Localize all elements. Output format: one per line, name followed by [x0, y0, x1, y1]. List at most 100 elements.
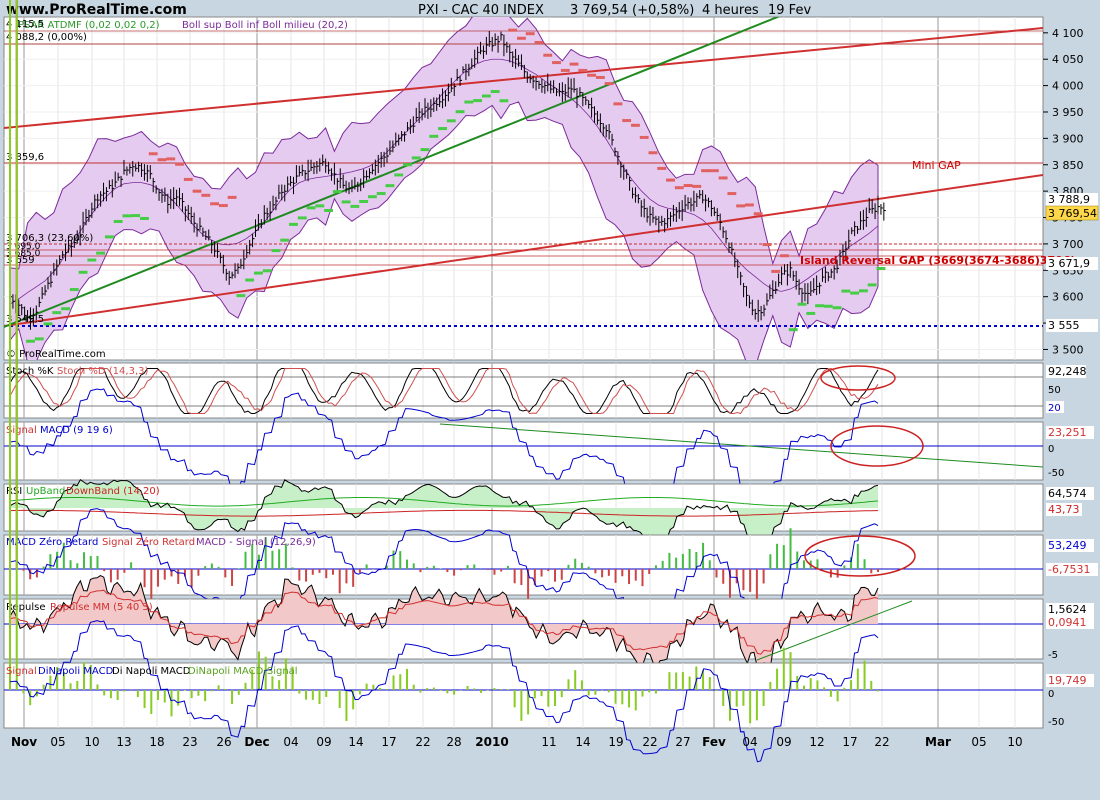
psar-dot — [113, 219, 117, 223]
psar-dot — [692, 184, 696, 188]
psar-dot — [847, 289, 851, 293]
macdzr-legend-a: MACD Zéro Retard — [6, 536, 98, 548]
psar-dot — [721, 176, 725, 180]
psar-dot — [140, 216, 144, 220]
psar-dot — [812, 311, 816, 315]
psar-dot — [534, 40, 538, 44]
legend-psar: PSAR ATDMF (0,02 0,02 0,2) — [18, 20, 160, 31]
psar-dot — [709, 169, 713, 173]
top-value-label: 4 115,5 — [6, 19, 44, 30]
psar-dot — [271, 249, 275, 253]
psar-dot — [99, 251, 103, 255]
psar-dot — [365, 199, 369, 203]
psar-dot — [432, 134, 436, 138]
psar-dot — [137, 214, 141, 218]
psar-dot — [747, 203, 751, 207]
psar-dot — [347, 200, 351, 204]
psar-dot — [455, 110, 459, 114]
psar-dot — [856, 291, 860, 295]
rsi-value: 64,574 — [1048, 487, 1087, 500]
right-label-r3: 3 671,9 — [1048, 257, 1090, 270]
psar-dot — [587, 73, 591, 77]
psar-dot — [46, 322, 50, 326]
psar-dot — [362, 199, 366, 203]
dinapoli-histogram — [9, 0, 879, 724]
psar-dot — [560, 68, 564, 72]
psar-dot — [213, 202, 217, 206]
psar-dot — [706, 169, 710, 173]
psar-dot — [195, 189, 199, 193]
macd-gridlines — [23, 422, 1016, 480]
right-label-r4: 3 555 — [1048, 319, 1080, 332]
psar-dot — [283, 238, 287, 242]
psar-dot — [785, 254, 789, 258]
psar-dot — [438, 127, 442, 131]
rsi-fill — [10, 479, 878, 548]
stoch-k-line — [9, 368, 879, 415]
psar-dot — [756, 212, 760, 216]
psar-dot — [593, 73, 597, 77]
psar-dot — [312, 206, 316, 210]
time-axis-label: 28 — [446, 735, 461, 749]
psar-dot — [698, 184, 702, 188]
psar-dot — [736, 204, 740, 208]
rsi-legend-a: RSI — [6, 486, 22, 497]
psar-dot — [569, 62, 573, 66]
time-axis-label: 2010 — [475, 735, 508, 749]
island-reversal-annotation: Island Reversal GAP (3669(3674-3686)3706… — [800, 254, 1076, 267]
time-axis: Nov 05 10 13 18 23 26 Dec 04 09 14 17 22 28 2010 11 14 19… — [11, 735, 1023, 749]
macd-highlight-ellipse — [830, 425, 924, 467]
time-axis-label: Mar — [925, 735, 951, 749]
psar-dot — [540, 40, 544, 44]
upper-red-trendline — [4, 27, 1043, 129]
repulse-tick-5: -5 — [1048, 650, 1058, 661]
psar-dot — [262, 269, 266, 273]
psar-dot — [151, 152, 155, 156]
repulse-value2-box — [1046, 616, 1094, 629]
psar-dot — [663, 166, 667, 170]
psar-dot — [853, 291, 857, 295]
psar-dot — [487, 94, 491, 98]
psar-dot — [704, 169, 708, 173]
psar-dot — [490, 90, 494, 94]
psar-dot — [31, 339, 35, 343]
y-tick-label: 3 850 — [1052, 159, 1084, 172]
rsi-legend-c: DownBand (14,20) — [66, 486, 160, 497]
psar-dot — [64, 307, 68, 311]
psar-dot — [116, 219, 120, 223]
psar-dot — [128, 214, 132, 218]
psar-dot — [207, 193, 211, 197]
site-url[interactable]: www.ProRealTime.com — [6, 2, 187, 18]
repulse-mm-line — [9, 589, 879, 655]
psar-dot — [531, 32, 535, 36]
right-label-r1-box — [1046, 193, 1098, 206]
psar-dot — [93, 258, 97, 262]
psar-dot — [376, 192, 380, 196]
y-tick-label: 4 100 — [1052, 27, 1084, 40]
psar-dot — [411, 156, 415, 160]
macdzr-gridlines — [23, 535, 1016, 595]
time-axis-label: 12 — [809, 735, 824, 749]
psar-dot — [335, 190, 339, 194]
psar-dot — [730, 192, 734, 196]
psar-dot — [367, 195, 371, 199]
psar-dot — [718, 176, 722, 180]
time-axis-label: 13 — [116, 735, 131, 749]
psar-dot — [800, 302, 804, 306]
psar-dot — [774, 269, 778, 273]
psar-dot — [230, 195, 234, 199]
macdzr-value2-box — [1046, 563, 1098, 576]
psar-dot — [689, 184, 693, 188]
psar-dot — [870, 283, 874, 287]
psar-dot — [391, 184, 395, 188]
macdzr-highlight-ellipse — [804, 535, 916, 577]
psar-dot — [253, 271, 257, 275]
psar-dot — [388, 184, 392, 188]
right-label-r3-box — [1046, 257, 1098, 270]
psar-dot — [449, 119, 453, 123]
psar-dot — [134, 214, 138, 218]
psar-dot — [274, 249, 278, 253]
psar-dot — [750, 203, 754, 207]
dinapoli-value: 19,749 — [1048, 674, 1087, 687]
psar-dot — [838, 306, 842, 310]
